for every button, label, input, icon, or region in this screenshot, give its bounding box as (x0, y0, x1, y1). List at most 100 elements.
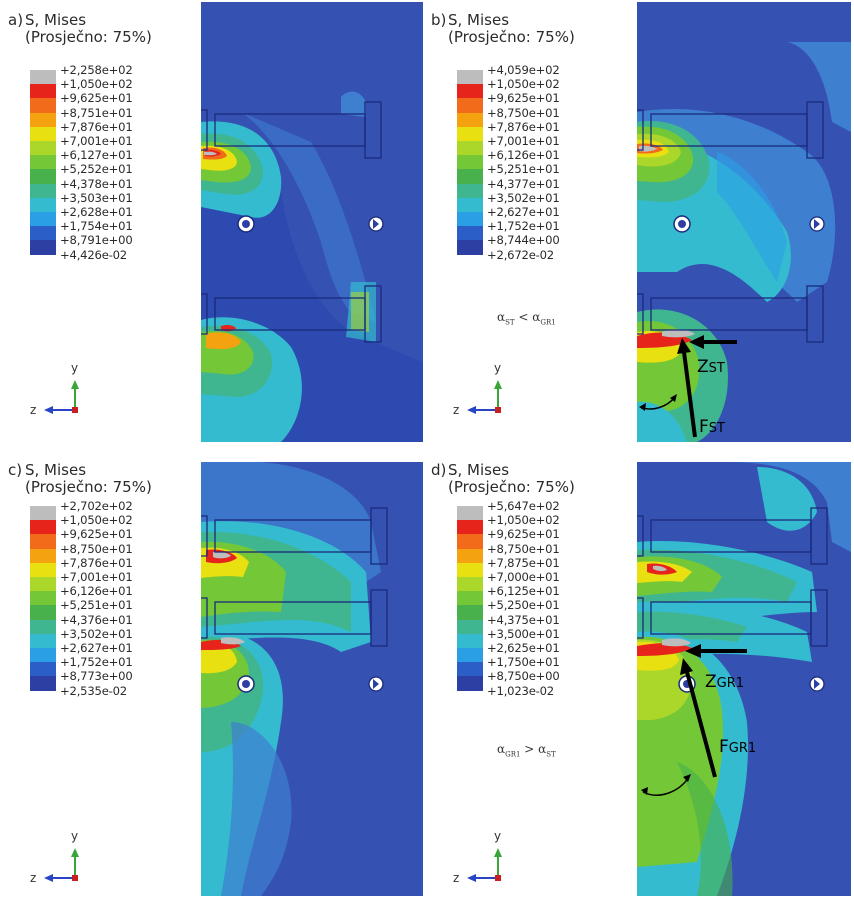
legend-swatch (457, 240, 483, 255)
axis-triad-icon: y z (453, 829, 502, 885)
legend-value: +6,126e+01 (487, 148, 560, 163)
y-axis-label: y (494, 829, 501, 843)
axis-triad: y z (30, 360, 90, 423)
legend-value: +9,625e+01 (60, 91, 133, 106)
legend-swatch (457, 84, 483, 99)
legend-swatch (30, 212, 56, 227)
legend-value: +3,503e+01 (60, 190, 133, 205)
force-z-label: ZST (697, 357, 725, 377)
legend-value: +7,001e+01 (60, 134, 133, 148)
panel-tag: d) (431, 461, 447, 479)
legend-subtitle: (Prosječno: 75%) (448, 478, 575, 496)
legend-swatch (457, 577, 483, 592)
legend-swatch (30, 84, 56, 99)
legend-value: +4,426e-02 (60, 247, 127, 262)
legend-swatch (457, 534, 483, 549)
alpha-sub: GR1 (505, 750, 521, 759)
legend-swatch (457, 633, 483, 648)
legend-value: +1,050e+02 (487, 77, 560, 92)
legend-swatch (457, 183, 483, 198)
legend-value: +1,023e-02 (487, 683, 554, 698)
axis-triad-icon: y z (30, 829, 79, 885)
legend-value: +7,001e+01 (60, 570, 133, 584)
fem-contour-plot: ZST FST (637, 2, 851, 446)
legend-value: +2,625e+01 (487, 641, 560, 655)
axis-triad-icon: y z (30, 361, 79, 417)
legend-swatch (457, 648, 483, 663)
legend-value: +2,258e+02 (60, 63, 133, 77)
legend-value: +4,378e+01 (60, 176, 133, 191)
legend-swatch (30, 506, 56, 521)
legend-value: +6,125e+01 (487, 584, 560, 599)
legend-swatch (457, 212, 483, 227)
legend-swatch (457, 197, 483, 212)
legend-value: +1,750e+01 (487, 655, 560, 670)
legend-value: +4,377e+01 (487, 176, 560, 191)
panel-tag: c) (8, 461, 23, 479)
legend-swatch (30, 197, 56, 212)
legend-swatch (457, 676, 483, 691)
legend-swatch (30, 562, 56, 577)
legend-value: +1,752e+01 (487, 219, 560, 234)
legend-value: +4,375e+01 (487, 612, 560, 627)
fem-contour-image: ZST FST (637, 2, 851, 442)
axis-triad: y z (30, 828, 90, 891)
legend-value: +6,127e+01 (60, 148, 133, 163)
y-axis-label: y (71, 361, 78, 375)
force-arrows (641, 644, 747, 796)
legend-subtitle: (Prosječno: 75%) (25, 28, 152, 46)
legend-value: +8,791e+00 (60, 233, 133, 248)
legend-swatch (457, 506, 483, 521)
y-axis-label: y (71, 829, 78, 843)
legend-value: +3,500e+01 (487, 626, 560, 641)
legend-value: +7,001e+01 (487, 134, 560, 148)
force-z-label: ZGR1 (705, 672, 744, 692)
legend-value: +7,000e+01 (487, 570, 560, 584)
legend-value: +6,126e+01 (60, 584, 133, 599)
legend-title: S, Mises (448, 11, 510, 29)
legend-value: +1,050e+02 (60, 77, 133, 92)
legend-swatch (457, 70, 483, 85)
legend-value: +2,702e+02 (60, 499, 133, 513)
z-axis-label: z (453, 403, 459, 417)
force-f-label: FST (699, 417, 725, 437)
legend-subtitle: (Prosječno: 75%) (25, 478, 152, 496)
panel-tag: a) (8, 11, 24, 29)
fem-contour-plot: ZGR1 FGR1 (637, 462, 851, 900)
panel-tag: b) (431, 11, 447, 29)
legend-value: +9,625e+01 (487, 527, 560, 542)
fem-contour-image: ZGR1 FGR1 (637, 462, 851, 896)
legend-swatch (457, 548, 483, 563)
relation-symbol: < (518, 310, 529, 324)
legend-swatch (30, 648, 56, 663)
legend-value: +7,876e+01 (60, 555, 133, 570)
legend-swatch (30, 126, 56, 141)
legend-value: +1,754e+01 (60, 219, 133, 234)
legend-swatch (457, 520, 483, 535)
legend-value: +3,502e+01 (60, 626, 133, 641)
legend-title: S, Mises (25, 11, 87, 29)
legend-swatch (457, 562, 483, 577)
alpha-symbol: α (538, 742, 547, 756)
fem-contour-plot (201, 462, 423, 900)
alpha-sub: ST (546, 750, 556, 759)
panel-c: c) S, Mises (Prosječno: 75%) +2,702e+02 +… (0, 450, 427, 900)
z-axis-label: z (30, 871, 36, 885)
legend-swatch (30, 619, 56, 634)
legend-value: +8,750e+01 (487, 541, 560, 556)
z-axis-label: z (453, 871, 459, 885)
relation-symbol: > (524, 742, 535, 756)
y-axis-label: y (494, 361, 501, 375)
legend-value: +7,876e+01 (60, 119, 133, 134)
legend-value: +5,251e+01 (487, 162, 560, 177)
legend-swatch (30, 169, 56, 184)
legend-value: +2,535e-02 (60, 683, 127, 698)
legend-swatch (30, 98, 56, 113)
legend-swatch (30, 155, 56, 170)
legend-swatch (457, 98, 483, 113)
angle-relation-note: αST < αGR1 (497, 310, 556, 326)
legend-value: +5,252e+01 (60, 162, 133, 177)
force-arrows (639, 335, 737, 438)
fem-contour-image (201, 2, 423, 442)
alpha-symbol: α (532, 310, 541, 324)
